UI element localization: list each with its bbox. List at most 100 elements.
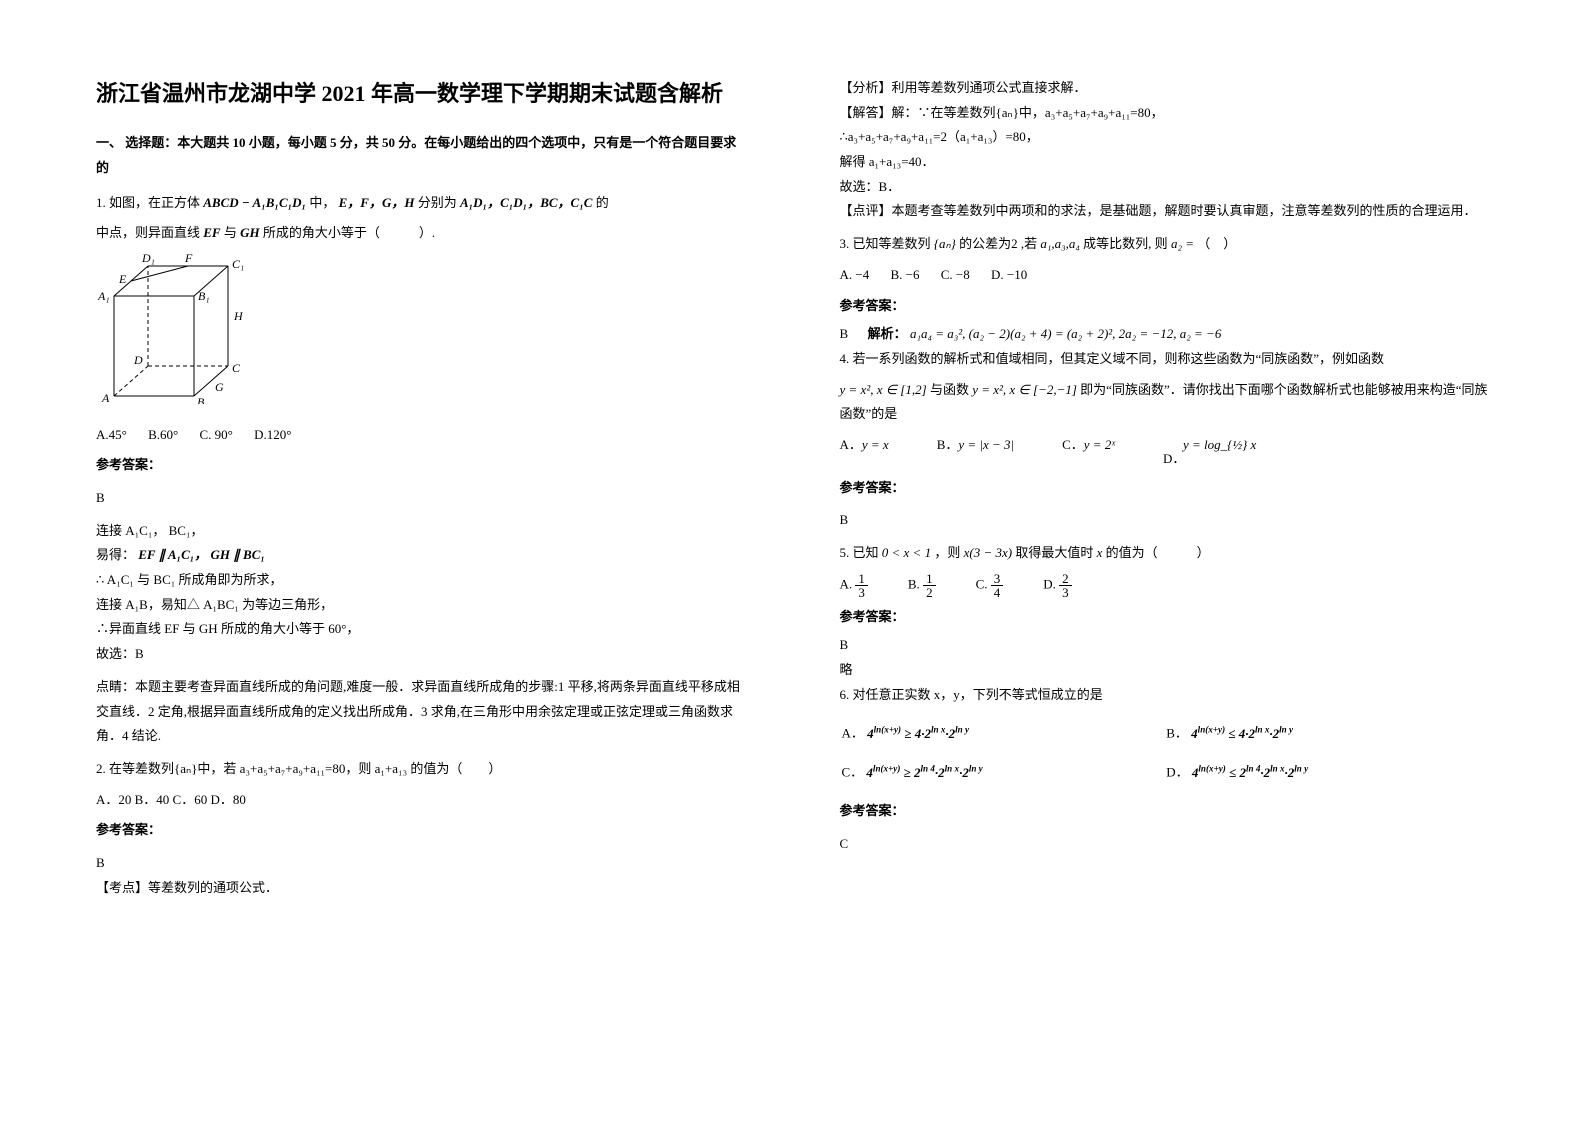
option: D. −10 xyxy=(991,263,1027,288)
cube-svg: ABCDA₁B₁C₁D₁EFGH xyxy=(96,254,256,404)
q3-options: A. −4 B. −6 C. −8 D. −10 xyxy=(840,263,1492,288)
q1-text: 分别为 xyxy=(418,195,457,210)
option: C. 34 xyxy=(976,572,1004,599)
svg-text:A: A xyxy=(101,391,110,404)
q1-exp: ∴ A₁C₁ 与 BC₁ 所成角即为所求， xyxy=(96,568,748,593)
answer-label: 参考答案： xyxy=(840,294,1492,319)
q1-text: 中， xyxy=(309,195,335,210)
svg-text:H: H xyxy=(233,309,244,323)
q1-text: 所成的角大小等于（ ）. xyxy=(263,225,435,240)
q1-gh: GH xyxy=(240,225,260,240)
q2-options: A．20 B．40 C．60 D．80 xyxy=(96,788,748,813)
text: 取得最大值时 xyxy=(1015,545,1096,560)
option: C． 4ln(x+y) ≥ 2ln 4·2ln x·2ln y xyxy=(842,754,1165,791)
math: x(3 − 3x) xyxy=(964,545,1012,560)
q1-text: 中点，则异面直线 xyxy=(96,225,200,240)
option: C. 90° xyxy=(199,423,232,448)
option: D． y = log_{½} x xyxy=(1163,433,1256,458)
q1-cube-name: ABCD − A₁B₁C₁D₁ xyxy=(203,195,306,210)
document-title: 浙江省温州市龙湖中学 2021 年高一数学理下学期期末试题含解析 xyxy=(96,76,748,111)
q4-options: A．y = x B．y = |x − 3| C．y = 2ˣ D． y = lo… xyxy=(840,433,1492,458)
q1-exp: 连接 A₁B，易知△ A₁BC₁ 为等边三角形， xyxy=(96,593,748,618)
math: a₁,a₃,a₄ xyxy=(1040,236,1080,251)
q1-exp: 故选：B xyxy=(96,642,748,667)
math: {aₙ} xyxy=(934,236,956,251)
text: 的公差为2 ,若 xyxy=(959,236,1037,251)
option: D.120° xyxy=(254,423,291,448)
answer-label: 参考答案： xyxy=(840,799,1492,824)
math: x xyxy=(1097,545,1103,560)
svg-text:E: E xyxy=(118,272,127,286)
math: y = x², x ∈ [−2,−1] xyxy=(972,382,1077,397)
q1-text: 1. 如图，在正方体 xyxy=(96,195,200,210)
option: A. −4 xyxy=(840,263,870,288)
svg-text:D: D xyxy=(133,353,143,367)
q2-jieda: ∴a₃+a₅+a₇+a₉+a₁₁=2（a₁+a₁₃）=80， xyxy=(840,125,1492,150)
text: 的值为（ ） xyxy=(1106,545,1210,560)
text: 易得： xyxy=(96,547,135,562)
question-1-line2: 中点，则异面直线 EF 与 GH 所成的角大小等于（ ）. xyxy=(96,221,748,246)
text: （ ） xyxy=(1197,236,1236,251)
q5-options: A. 13 B. 12 C. 34 D. 23 xyxy=(840,572,1492,599)
q1-exp: 连接 A₁C₁， BC₁， xyxy=(96,519,748,544)
answer-label: 参考答案： xyxy=(96,818,748,843)
math: y = x², x ∈ [1,2] xyxy=(840,382,927,397)
q1-edges: A₁D₁，C₁D₁，BC，C₁C xyxy=(460,195,592,210)
q1-text: 与 xyxy=(224,225,240,240)
svg-text:B₁: B₁ xyxy=(198,289,210,303)
option: B． 4ln(x+y) ≤ 4·2ln x·2ln y xyxy=(1166,715,1489,752)
answer-label: 参考答案： xyxy=(840,605,1492,630)
answer-label: 参考答案： xyxy=(840,476,1492,501)
answer-label: 参考答案： xyxy=(96,453,748,478)
question-4-line2: y = x², x ∈ [1,2] 与函数 y = x², x ∈ [−2,−1… xyxy=(840,378,1492,427)
text: 3. 已知等差数列 xyxy=(840,236,931,251)
option: A. 13 xyxy=(840,572,868,599)
jiexi-label: 解析： xyxy=(868,326,907,341)
option: D． 4ln(x+y) ≤ 2ln 4·2ln x·2ln y xyxy=(1166,754,1489,791)
svg-text:A₁: A₁ xyxy=(97,289,110,303)
option: C. −8 xyxy=(941,263,970,288)
question-1: 1. 如图，在正方体 ABCD − A₁B₁C₁D₁ 中， E，F，G，H 分别… xyxy=(96,191,748,216)
svg-text:B: B xyxy=(197,395,205,404)
right-column: 【分析】利用等差数列通项公式直接求解． 【解答】解：∵在等差数列{aₙ}中，a₃… xyxy=(794,0,1587,1122)
q3-jiexi: a₁a₄ = a₃², (a₂ − 2)(a₂ + 4) = (a₂ + 2)²… xyxy=(910,326,1221,341)
q1-note: 点睛：本题主要考查异面直线所成的角问题,难度一般．求异面直线所成角的步骤:1 平… xyxy=(96,675,748,749)
left-column: 浙江省温州市龙湖中学 2021 年高一数学理下学期期末试题含解析 一、 选择题：… xyxy=(0,0,794,1122)
q5-answer: B xyxy=(840,633,1492,658)
option: B. −6 xyxy=(890,263,919,288)
math: 0 < x < 1 xyxy=(882,545,931,560)
option: B. 12 xyxy=(908,572,936,599)
option: C．y = 2ˣ xyxy=(1062,433,1115,458)
question-3: 3. 已知等差数列 {aₙ} 的公差为2 ,若 a₁,a₃,a₄ 成等比数列, … xyxy=(840,232,1492,257)
q6-answer: C xyxy=(840,832,1492,857)
q3-answer: B xyxy=(840,326,849,341)
option: A.45° xyxy=(96,423,127,448)
q1-exp: 易得： EF ∥ A₁C₁， GH ∥ BC₁ xyxy=(96,543,748,568)
q2-kaodian: 【考点】等差数列的通项公式． xyxy=(96,876,748,901)
text: 与函数 xyxy=(930,382,972,397)
math: a₂ = xyxy=(1171,236,1194,251)
q1-ef: EF xyxy=(203,225,220,240)
option: B．y = |x − 3| xyxy=(937,433,1014,458)
question-5: 5. 已知 0 < x < 1 ，则 x(3 − 3x) 取得最大值时 x 的值… xyxy=(840,541,1492,566)
option: D. 23 xyxy=(1043,572,1071,599)
q1-options: A.45° B.60° C. 90° D.120° xyxy=(96,423,748,448)
math: EF ∥ A₁C₁， GH ∥ BC₁ xyxy=(138,547,265,562)
q2-answer: B xyxy=(96,851,748,876)
q2-fenxi: 【分析】利用等差数列通项公式直接求解． xyxy=(840,76,1492,101)
option: A． 4ln(x+y) ≥ 4·2ln x·2ln y xyxy=(842,715,1165,752)
q1-points: E，F，G，H xyxy=(339,195,415,210)
question-4: 4. 若一系列函数的解析式和值域相同，但其定义域不同，则称这些函数为“同族函数”… xyxy=(840,347,1492,372)
option: B.60° xyxy=(148,423,178,448)
svg-text:D₁: D₁ xyxy=(141,254,155,265)
svg-text:F: F xyxy=(184,254,193,265)
q3-answer-line: B 解析： a₁a₄ = a₃², (a₂ − 2)(a₂ + 4) = (a₂… xyxy=(840,322,1492,347)
section-heading: 一、 选择题：本大题共 10 小题，每小题 5 分，共 50 分。在每小题给出的… xyxy=(96,131,748,180)
q1-text: 的 xyxy=(596,195,609,210)
q1-exp: ∴异面直线 EF 与 GH 所成的角大小等于 60°， xyxy=(96,617,748,642)
q2-jieda: 故选：B． xyxy=(840,175,1492,200)
question-6: 6. 对任意正实数 x，y，下列不等式恒成立的是 xyxy=(840,683,1492,708)
svg-text:G: G xyxy=(215,380,224,394)
q2-jieda: 【解答】解：∵在等差数列{aₙ}中，a₃+a₅+a₇+a₉+a₁₁=80， xyxy=(840,101,1492,126)
q2-jieda: 解得 a₁+a₁₃=40． xyxy=(840,150,1492,175)
